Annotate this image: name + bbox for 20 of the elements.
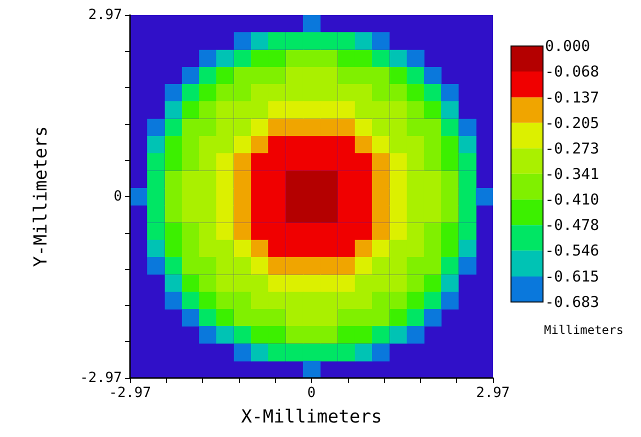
color-bar-label: -0.273 [545, 139, 600, 158]
y-axis-title: Y-Millimeters [30, 126, 52, 267]
x-tick-label: -2.97 [108, 385, 152, 401]
x-tick-label: 2.97 [476, 385, 510, 401]
color-bar-label: -0.410 [545, 190, 600, 209]
x-axis-title: X-Millimeters [241, 406, 382, 428]
color-bar-label: -0.137 [545, 88, 600, 106]
color-bar-label: -0.068 [545, 62, 600, 80]
color-bar-label: -0.546 [545, 242, 600, 260]
y-tick-label: 2.97 [88, 7, 122, 23]
color-bar-label: -0.683 [545, 293, 600, 311]
color-bar-label: -0.615 [545, 268, 600, 286]
x-tick-label: 0 [307, 385, 316, 401]
color-bar-label: -0.478 [545, 216, 600, 234]
color-bar-label: -0.341 [545, 164, 600, 183]
color-bar-title: Millimeters [544, 323, 624, 337]
y-tick-label: -2.97 [80, 370, 122, 386]
color-bar-label: -0.205 [545, 114, 600, 132]
y-tick-label: 0 [114, 188, 122, 204]
color-bar-label: 0.000 [545, 37, 590, 55]
